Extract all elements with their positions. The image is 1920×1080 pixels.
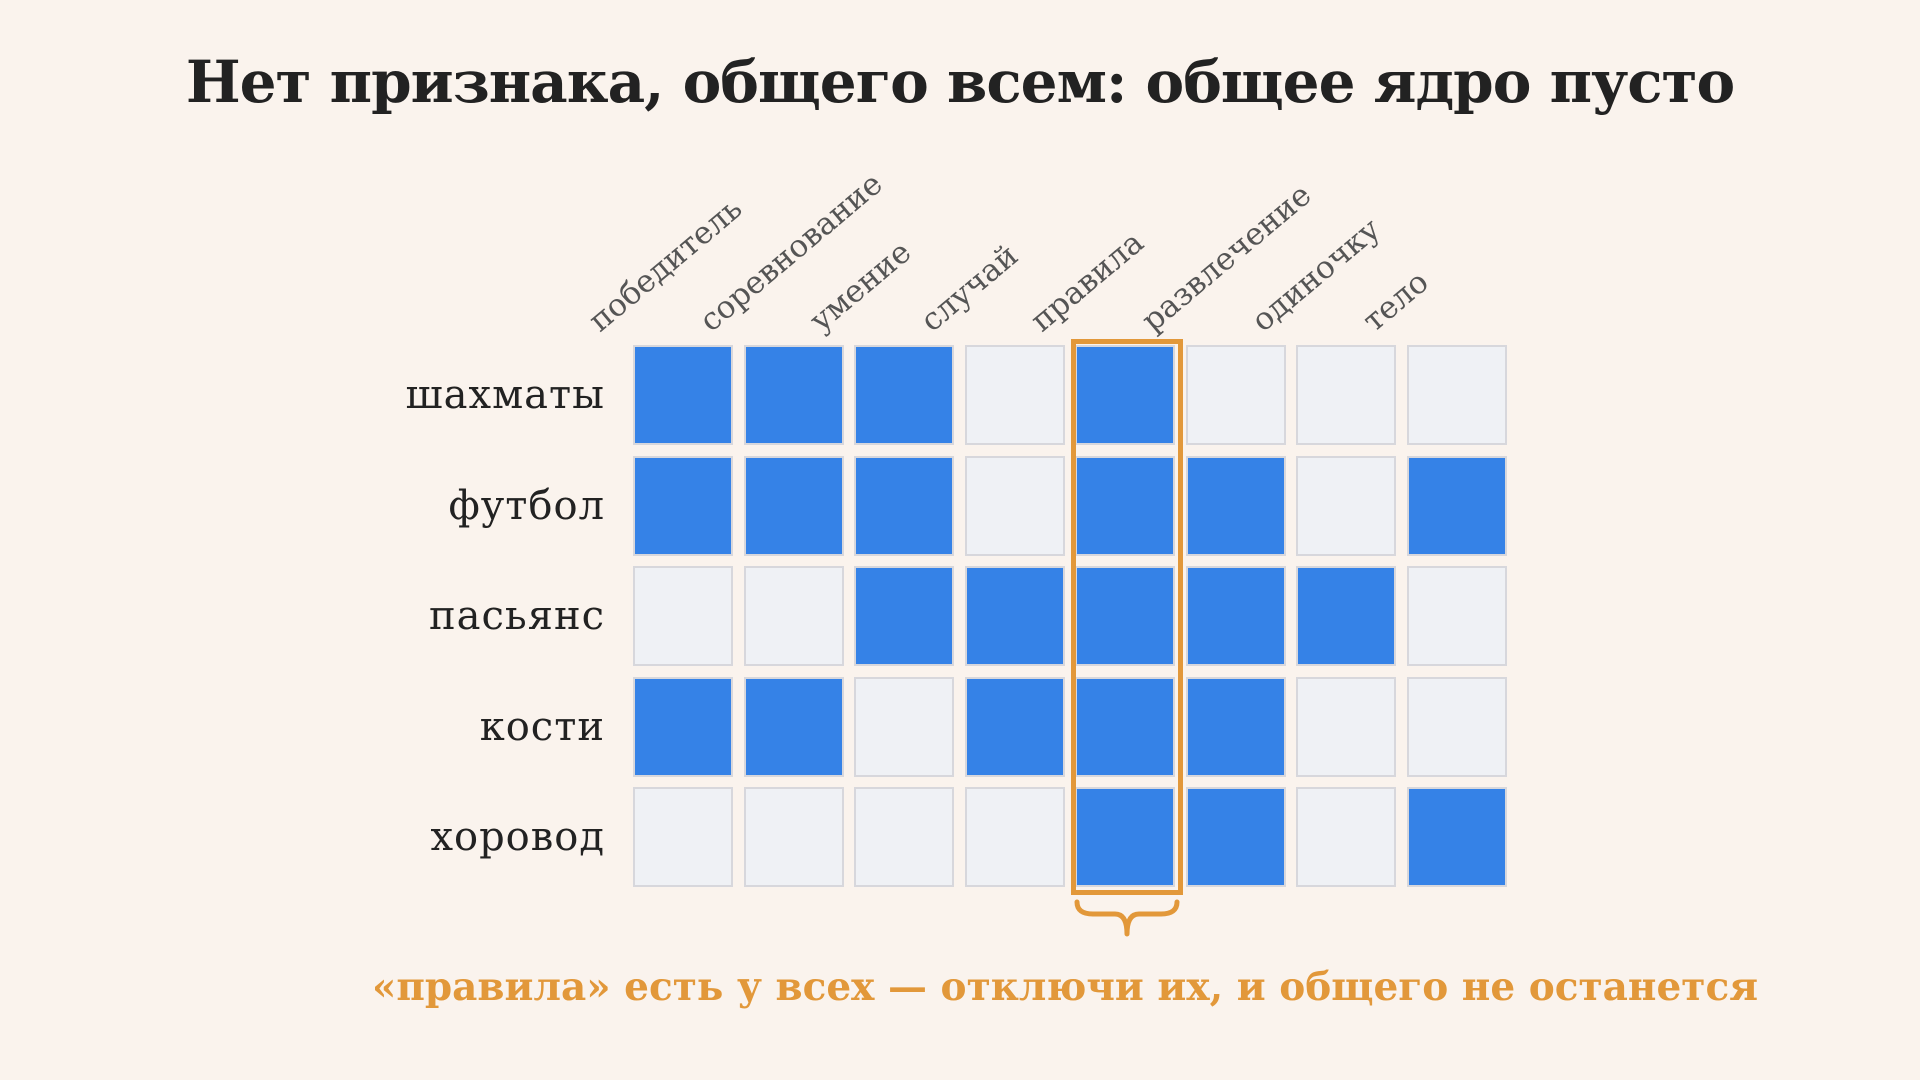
caption: «правила» есть у всех — отключи их, и об… <box>371 964 1759 1010</box>
highlight-column-frame <box>1071 339 1183 895</box>
cell-on <box>633 345 733 445</box>
cell-off <box>1296 345 1396 445</box>
cell-on <box>1185 566 1286 666</box>
cell-on <box>854 566 954 666</box>
cell-on <box>854 345 954 445</box>
cell-off <box>964 345 1065 445</box>
column-label: случай <box>913 237 1025 339</box>
cell-on <box>1296 566 1396 666</box>
row-label: футбол <box>448 482 605 529</box>
cell-on <box>743 345 844 445</box>
cell-on <box>743 676 844 777</box>
cell-on <box>854 455 954 556</box>
column-label: правила <box>1023 224 1151 339</box>
cell-off <box>1296 676 1396 777</box>
cell-on <box>1185 787 1286 887</box>
cell-off <box>1185 345 1286 445</box>
cell-on <box>1185 676 1286 777</box>
cell-off <box>964 787 1065 887</box>
row-label: кости <box>479 703 605 750</box>
cell-off <box>854 787 954 887</box>
cell-on <box>633 676 733 777</box>
cell-on <box>1075 787 1175 887</box>
cell-off <box>1296 455 1396 556</box>
cell-on <box>964 676 1065 777</box>
page-title: Нет признака, общего всем: общее ядро пу… <box>185 48 1735 116</box>
brace-icon <box>1074 899 1180 937</box>
column-label: тело <box>1355 263 1436 339</box>
cell-off <box>1296 787 1396 887</box>
cell-on <box>1406 787 1507 887</box>
cell-off <box>1406 345 1507 445</box>
cell-on <box>964 566 1065 666</box>
cell-off <box>633 787 733 887</box>
cell-on <box>1075 345 1175 445</box>
cell-off <box>854 676 954 777</box>
cell-off <box>633 566 733 666</box>
cell-off <box>743 566 844 666</box>
cell-on <box>1075 455 1175 556</box>
cell-off <box>1406 566 1507 666</box>
cell-on <box>743 455 844 556</box>
cell-on <box>633 455 733 556</box>
cell-on <box>1075 676 1175 777</box>
cell-on <box>1406 455 1507 556</box>
row-label: хоровод <box>430 814 605 860</box>
row-label: пасьянс <box>429 593 605 639</box>
cell-on <box>1075 566 1175 666</box>
cell-off <box>1406 676 1507 777</box>
column-label: соревнование <box>692 165 890 339</box>
cell-off <box>964 455 1065 556</box>
row-label: шахматы <box>405 372 605 418</box>
cell-off <box>743 787 844 887</box>
cell-on <box>1185 455 1286 556</box>
